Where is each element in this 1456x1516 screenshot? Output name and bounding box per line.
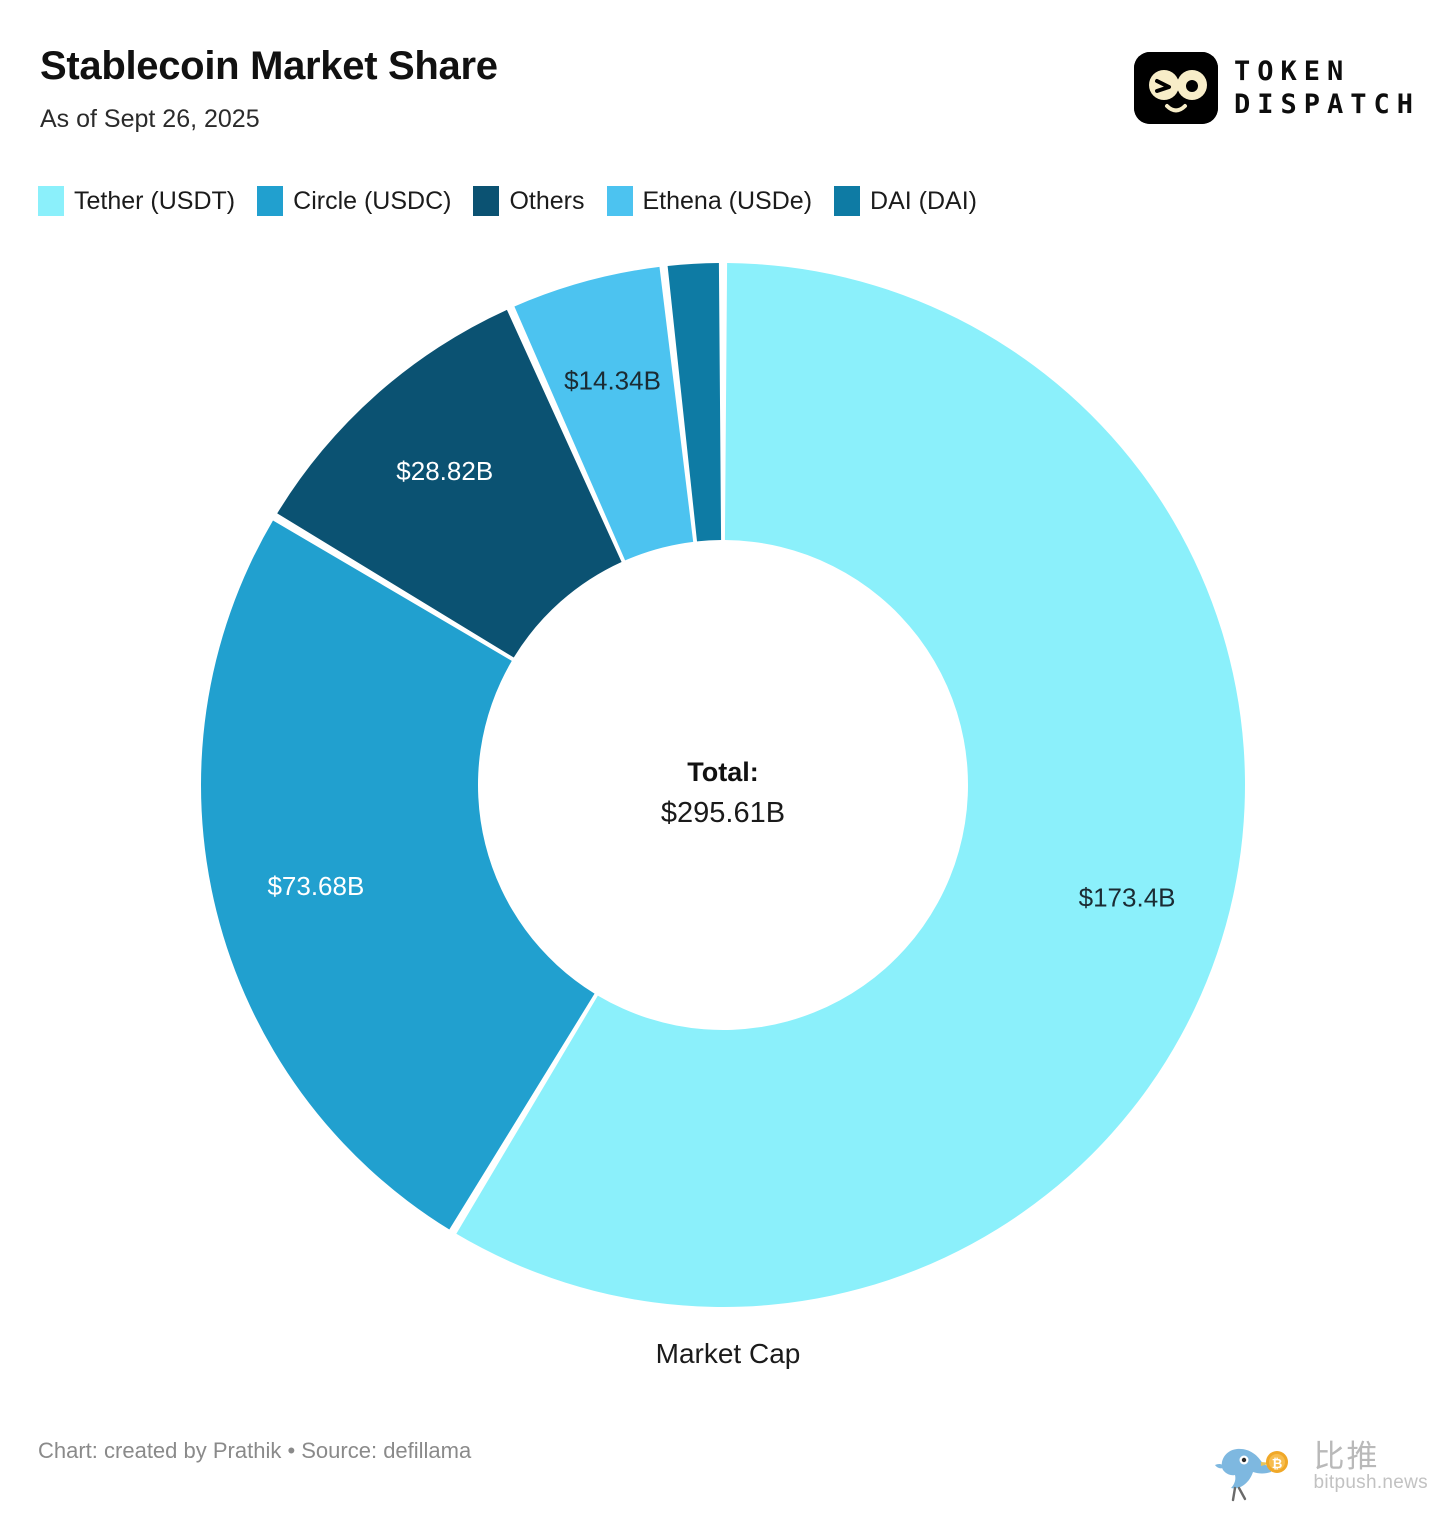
donut-center-total-label: Total:	[687, 757, 758, 787]
legend-swatch-icon	[38, 186, 64, 216]
axis-label-market-cap: Market Cap	[655, 1338, 801, 1369]
legend-item[interactable]: Others	[473, 186, 585, 216]
blue-bird-icon: ₿	[1215, 1448, 1289, 1502]
chart-subtitle: As of Sept 26, 2025	[40, 105, 260, 133]
token-dispatch-face-icon	[1133, 52, 1218, 124]
pie-slice-labels-group: $173.4B $73.68B $28.82B $14.34B	[267, 365, 1175, 912]
pie-slice-label: $28.82B	[396, 456, 493, 486]
pie-slice-label: $173.4B	[1079, 883, 1176, 913]
pie-slice-label: $73.68B	[267, 871, 364, 901]
face-glyph-icon	[1133, 52, 1218, 124]
legend-item[interactable]: Tether (USDT)	[38, 186, 235, 216]
watermark-text: 比推 bitpush.news	[1313, 1438, 1428, 1494]
brand-line-dispatch: DISPATCH	[1233, 89, 1420, 120]
pie-slices-group	[200, 263, 1246, 1308]
legend-item[interactable]: Circle (USDC)	[257, 186, 451, 216]
bitpush-watermark: ₿ 比推 bitpush.news	[1209, 1432, 1428, 1502]
svg-text:₿: ₿	[1272, 1457, 1283, 1472]
pie-slice[interactable]	[456, 263, 1246, 1308]
donut-center-total-value: $295.61B	[661, 797, 785, 829]
donut-chart: $173.4B $73.68B $28.82B $14.34B Total: $295…	[200, 263, 1246, 1308]
legend-swatch-icon	[257, 186, 284, 216]
legend-swatch-icon	[606, 186, 633, 216]
legend-swatch-icon	[473, 186, 500, 216]
page-title: Stablecoin Market Share	[40, 44, 498, 88]
brand-logo: TOKEN DISPATCH	[1133, 52, 1420, 124]
legend-item-label: Circle (USDC)	[293, 186, 452, 215]
pie-slice[interactable]	[514, 266, 694, 561]
pie-slice[interactable]	[277, 309, 622, 658]
brand-wordmark: TOKEN DISPATCH	[1234, 58, 1420, 118]
chart-legend: Tether (USDT) Circle (USDC) Others Ethena (…	[38, 186, 999, 216]
legend-swatch-icon	[834, 186, 861, 216]
watermark-url-label: bitpush.news	[1313, 1472, 1428, 1494]
footer-credit: Chart: created by Prathik • Source: defi…	[38, 1438, 472, 1463]
pie-slice[interactable]	[667, 263, 722, 542]
legend-item-label: Tether (USDT)	[74, 186, 236, 215]
legend-item-label: Ethena (USDe)	[642, 186, 813, 215]
chart-header: Stablecoin Market Share As of Sept 26, 2…	[40, 44, 1420, 134]
brand-line-token: TOKEN	[1233, 56, 1351, 87]
pie-slice-label: $14.34B	[564, 365, 661, 395]
legend-item[interactable]: Ethena (USDe)	[606, 186, 813, 216]
watermark-cn-label: 比推	[1313, 1438, 1380, 1474]
legend-item-label: DAI (DAI)	[870, 186, 977, 215]
legend-item-label: Others	[509, 186, 585, 215]
legend-item[interactable]: DAI (DAI)	[834, 186, 977, 216]
donut-chart-svg: $173.4B $73.68B $28.82B $14.34B Total: $295…	[200, 263, 1246, 1308]
pie-slice[interactable]	[200, 520, 595, 1230]
